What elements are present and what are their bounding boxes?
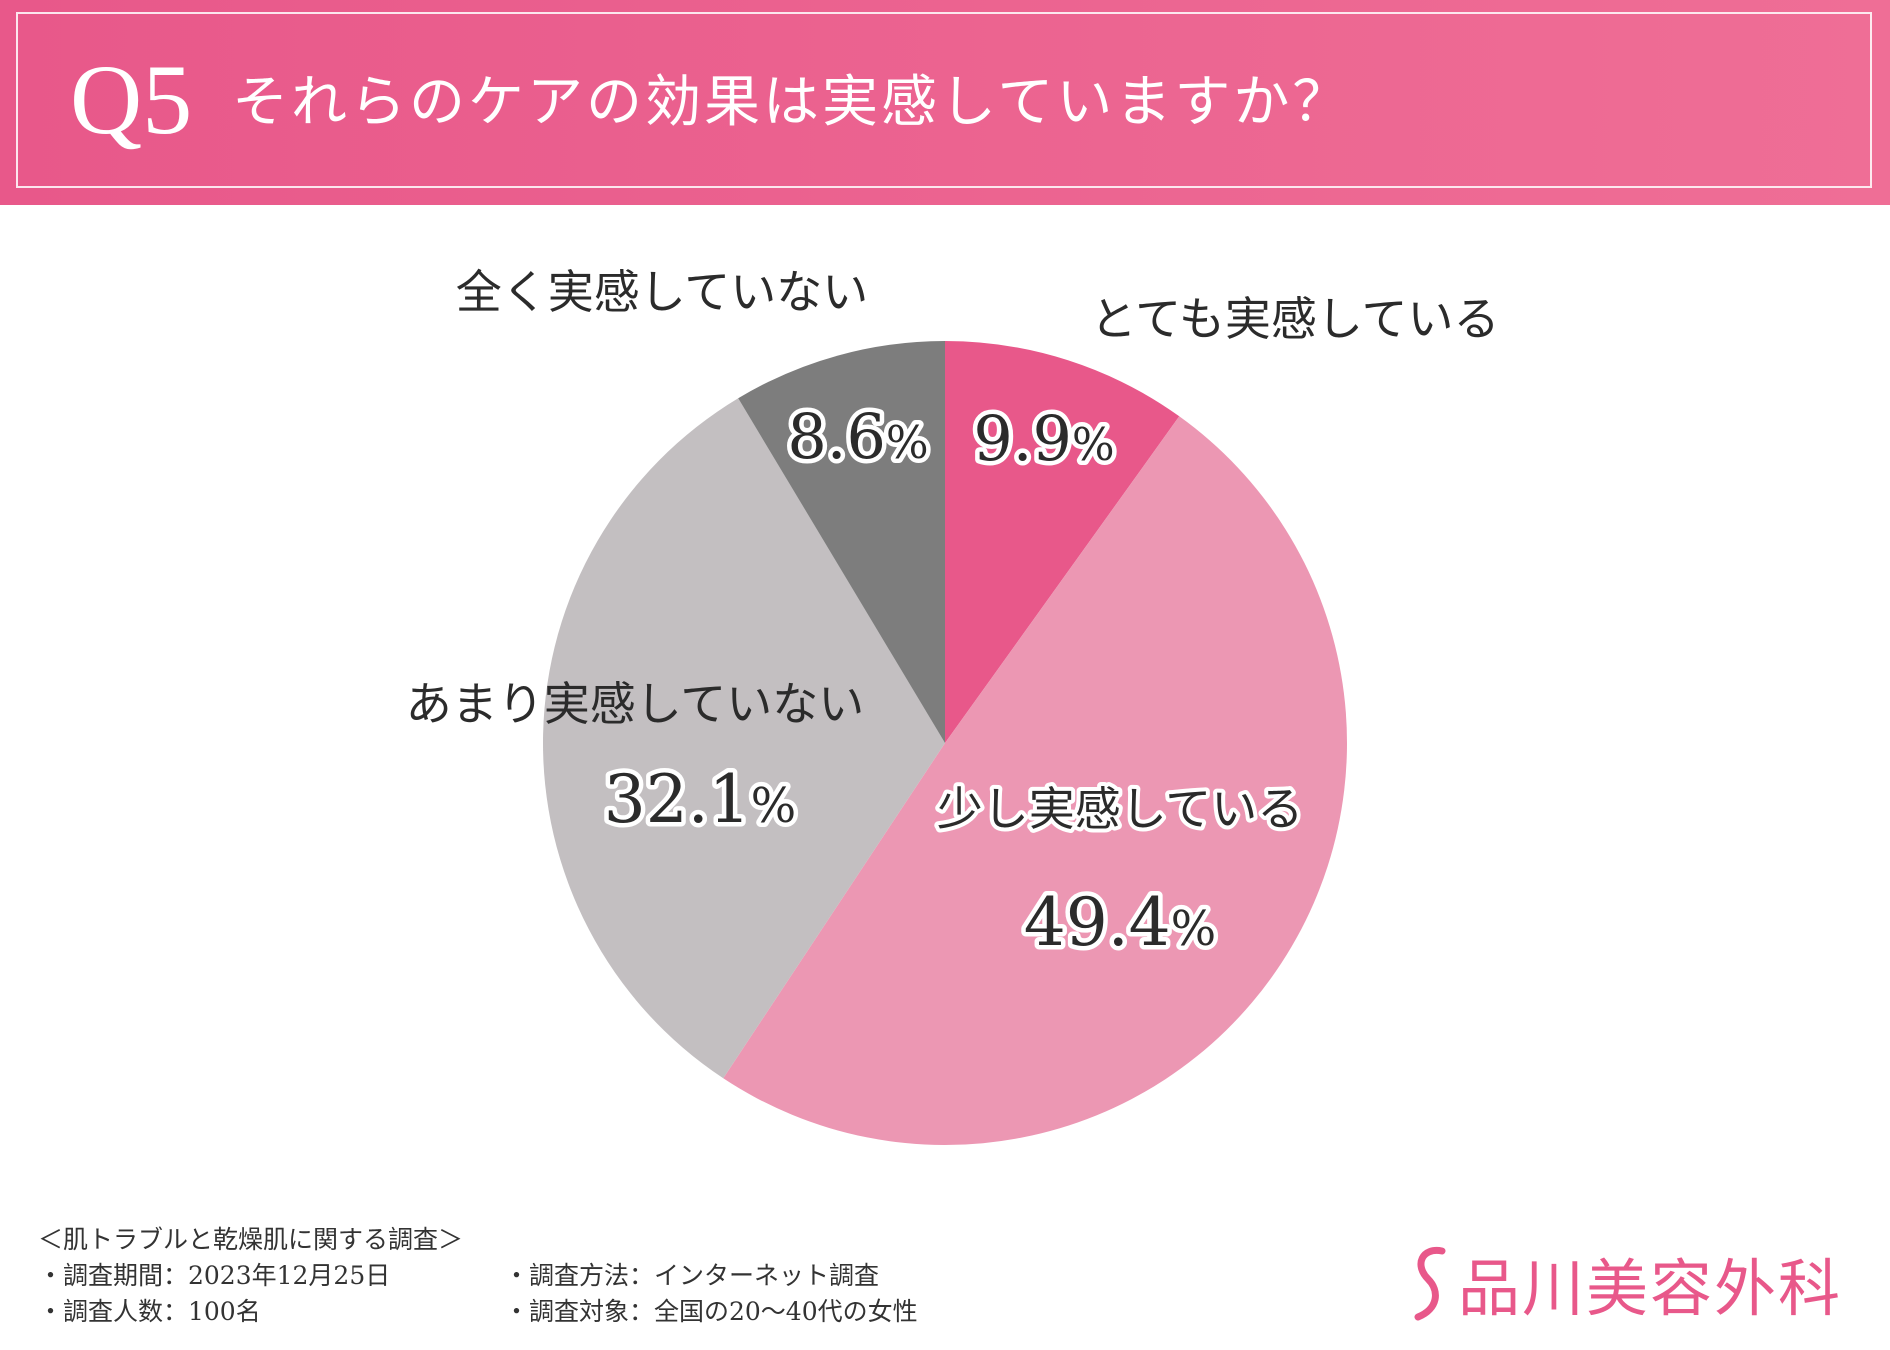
survey-respondents: ・調査人数：100名: [38, 1297, 261, 1326]
slice-somewhat: [723, 416, 1348, 1146]
question-number: Q5: [70, 44, 193, 155]
slice-very-much-percent: 9.9%: [973, 402, 1114, 475]
slice-very-much-label: とても実感している: [1091, 292, 1500, 346]
slice-not-much: [543, 398, 945, 1079]
survey-period: ・調査期間：2023年12月25日: [38, 1261, 391, 1290]
question-text: それらのケアの効果は実感していますか？: [232, 70, 1352, 135]
survey-target: ・調査対象：全国の20～40代の女性: [504, 1297, 918, 1326]
s-mark-icon: [1414, 1246, 1446, 1321]
slice-not-at-all-label: 全く実感していない: [456, 265, 869, 319]
slice-not-at-all: [738, 341, 945, 743]
question-header: Q5 それらのケアの効果は実感していますか？: [0, 0, 1890, 205]
header-frame: [16, 12, 1872, 188]
slice-very-much: [945, 341, 1180, 743]
brand-name: 品川美容外科: [1458, 1252, 1843, 1325]
survey-title: ＜肌トラブルと乾燥肌に関する調査＞: [38, 1225, 464, 1254]
slice-somewhat-percent: 49.4%: [1024, 884, 1217, 961]
slice-not-much-label: あまり実感していない: [406, 677, 865, 731]
slice-not-much-percent: 32.1%: [604, 761, 797, 838]
brand-logo: 品川美容外科: [1408, 1238, 1842, 1328]
slice-not-at-all-percent: 8.6%: [787, 400, 928, 473]
pie-chart: とても実感している 9.9% 少し実感している 49.4% あまり実感していない 32.1…: [406, 265, 1500, 1146]
slice-somewhat-label: 少し実感している: [937, 782, 1304, 836]
survey-method: ・調査方法：インターネット調査: [504, 1261, 880, 1290]
